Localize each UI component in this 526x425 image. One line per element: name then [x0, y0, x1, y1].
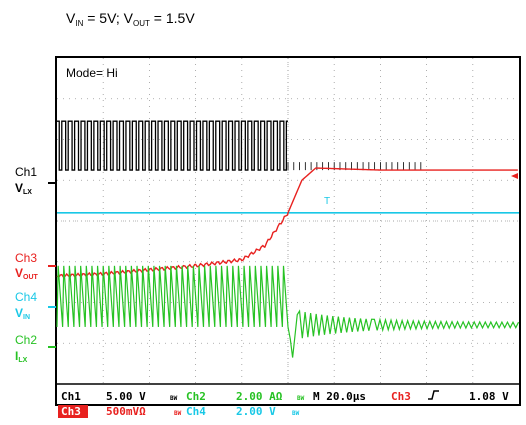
ch4-name: Ch4: [15, 290, 37, 304]
status-ch1-label: Ch1: [61, 390, 81, 403]
status-ch2-scale: 2.00 AΩ: [236, 390, 283, 403]
ch3-vout-trace: [56, 167, 518, 279]
status-bw-2: BW: [297, 395, 305, 402]
channel-label-ch4: Ch4 VIN: [15, 290, 37, 321]
trigger-time-marker: T: [324, 196, 330, 207]
ch3-signal: VOUT: [15, 266, 39, 281]
ch2-ilx-trace: [56, 265, 520, 358]
ch2-name: Ch2: [15, 333, 37, 347]
status-ch1-scale: 5.00 V: [106, 390, 146, 403]
status-trigger-level: 1.08 V: [469, 390, 509, 403]
status-ch3-badge: [58, 405, 88, 418]
traces: [56, 120, 520, 358]
status-ch2-label: Ch2: [186, 390, 206, 403]
ch2-signal: ILX: [15, 349, 28, 364]
status-bw-4: BW: [292, 410, 300, 417]
ch1-signal: VLX: [15, 181, 32, 196]
ch1-burst-spikes: [287, 162, 422, 171]
ch4-signal: VIN: [15, 306, 30, 321]
status-ch3-label: Ch3: [61, 405, 81, 418]
rising-edge-icon: [428, 390, 439, 400]
status-ch3-scale: 500mVΩ: [106, 405, 146, 418]
channel-label-ch3: Ch3 VOUT: [15, 251, 39, 281]
status-ch4-scale: 2.00 V: [236, 405, 276, 418]
trigger-level-arrow: [511, 173, 518, 179]
ch1-name: Ch1: [15, 165, 37, 179]
status-trigger-source: Ch3: [391, 390, 411, 403]
grid: [57, 58, 519, 384]
status-ch4-label: Ch4: [186, 405, 206, 418]
status-timebase: M 20.0µs: [313, 390, 366, 403]
channel-label-ch1: Ch1 VLX: [15, 165, 37, 196]
chart-title: VIN = 5V; VOUT = 1.5V: [66, 10, 195, 28]
ch1-vlx-trace: [57, 120, 288, 171]
status-bw-3: BW: [174, 410, 182, 417]
status-bw-1: BW: [170, 395, 178, 402]
mode-label: Mode= Hi: [66, 66, 118, 80]
channel-label-ch2: Ch2 ILX: [15, 333, 37, 364]
status-bar: Ch1 5.00 V BW Ch2 2.00 AΩ BW M 20.0µs Ch…: [56, 383, 520, 418]
ch3-name: Ch3: [15, 251, 37, 265]
